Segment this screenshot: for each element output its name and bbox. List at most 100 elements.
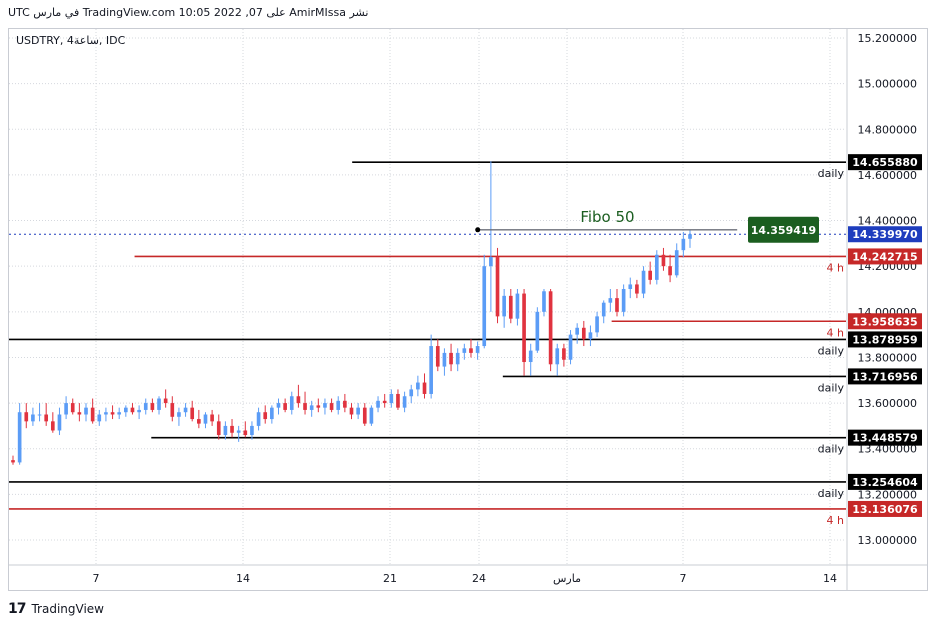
- level-badge: 13.958635: [852, 315, 917, 328]
- candle-body: [489, 257, 493, 267]
- candle-body: [595, 316, 599, 333]
- candle-body: [688, 234, 692, 239]
- candle-body: [522, 293, 526, 363]
- y-tick-label: 14.800000: [858, 123, 918, 136]
- candle-body: [117, 412, 122, 415]
- x-tick-label: مارس: [553, 572, 581, 585]
- fibo-price-badge: [748, 216, 819, 243]
- level-badge: 14.655880: [852, 156, 918, 169]
- candle-body: [24, 412, 29, 422]
- candle-body: [661, 254, 666, 267]
- level-badge: 13.878959: [852, 333, 917, 346]
- candle-body: [296, 396, 301, 404]
- grid-lines: [9, 29, 846, 564]
- candle-body: [641, 270, 646, 294]
- x-tick-label: 21: [383, 572, 397, 585]
- level-tag: 4 h: [827, 514, 844, 527]
- price-badges: 14.655880 14.242715 13.958635 13.878959 13.7…: [848, 154, 922, 517]
- level-badge: 13.136076: [852, 503, 918, 516]
- price-axis: 15.200000 15.000000 14.800000 14.600000 14.4…: [858, 32, 918, 547]
- y-tick-label: 14.600000: [858, 169, 918, 182]
- candle-body: [336, 400, 341, 410]
- y-tick-label: 13.600000: [858, 397, 918, 410]
- candle-body: [389, 393, 394, 404]
- candle-body: [562, 348, 566, 360]
- brand-name: TradingView: [31, 602, 104, 616]
- candle-body: [17, 412, 22, 463]
- candle-body: [110, 412, 115, 415]
- level-badge-bg: [848, 368, 922, 385]
- publish-header: نشر AmirMIssa على TradingView.com 10:05 …: [8, 6, 369, 19]
- candle-body: [648, 270, 653, 280]
- candle-body: [435, 346, 440, 367]
- candle-body: [190, 407, 195, 420]
- candle-body: [535, 311, 540, 351]
- candle-body: [236, 430, 241, 433]
- candle-body: [396, 393, 400, 408]
- candle-body: [608, 298, 613, 303]
- candle-body: [44, 414, 49, 422]
- level-badge-bg: [848, 429, 922, 446]
- candle-body: [130, 407, 135, 413]
- level-badge-bg: [848, 500, 922, 517]
- candle-body: [303, 403, 307, 410]
- candle-body: [77, 412, 82, 415]
- candle-body: [137, 409, 141, 413]
- fibo-anchor: [475, 227, 481, 233]
- chart-frame[interactable]: [8, 28, 928, 591]
- candle-body: [402, 396, 407, 408]
- level-badge-bg: [848, 154, 922, 171]
- candle-body: [668, 266, 672, 276]
- candle-body: [469, 348, 473, 353]
- candle-body: [90, 407, 95, 422]
- candle-body: [654, 254, 659, 280]
- candle-body: [323, 403, 327, 408]
- y-tick-label: 15.000000: [858, 78, 918, 91]
- time-axis: 7 14 21 24 مارس 7 14: [93, 572, 838, 585]
- candle-body: [588, 332, 593, 340]
- candle-body: [70, 403, 75, 413]
- candle-body: [555, 348, 560, 365]
- candle-body: [309, 405, 314, 410]
- candle-body: [210, 414, 214, 422]
- symbol-label: USDTRY, 4ساعة, IDC: [16, 34, 126, 47]
- x-tick-label: 24: [472, 572, 486, 585]
- candle-body: [57, 414, 62, 431]
- x-tick-label: 14: [823, 572, 837, 585]
- level-tag: daily: [818, 344, 845, 357]
- candle-body: [528, 350, 533, 363]
- candle-body: [270, 407, 274, 420]
- candle-body: [11, 460, 15, 463]
- candle-body: [263, 412, 268, 420]
- candle-body: [37, 414, 42, 416]
- candle-body: [316, 405, 321, 408]
- y-tick-label: 15.200000: [858, 32, 918, 45]
- y-tick-label: 13.000000: [858, 534, 918, 547]
- candle-body: [97, 414, 102, 422]
- level-tag: daily: [818, 487, 845, 500]
- level-tag: 4 h: [827, 261, 844, 274]
- x-tick-label: 7: [93, 572, 100, 585]
- candle-body: [416, 382, 420, 390]
- candle-body: [674, 250, 679, 276]
- candle-body: [276, 403, 281, 408]
- candle-body: [429, 346, 433, 394]
- candle-body: [628, 284, 633, 289]
- candle-body: [256, 412, 261, 426]
- candle-body: [183, 407, 188, 413]
- y-tick-label: 13.400000: [858, 443, 918, 456]
- fibo-label: Fibo 50: [580, 208, 634, 226]
- candle-body: [382, 400, 387, 404]
- candle-body: [449, 352, 453, 365]
- level-badge-bg: [848, 473, 922, 490]
- candle-body: [31, 414, 35, 422]
- candle-body: [575, 327, 579, 335]
- current-price-badge: 14.339970: [852, 228, 918, 241]
- candle-body: [615, 298, 619, 312]
- candle-body: [409, 389, 414, 397]
- current-price-badge-bg: [848, 226, 922, 243]
- candle-body: [356, 407, 360, 415]
- level-badge: 13.448579: [852, 432, 917, 445]
- candle-body: [581, 327, 586, 340]
